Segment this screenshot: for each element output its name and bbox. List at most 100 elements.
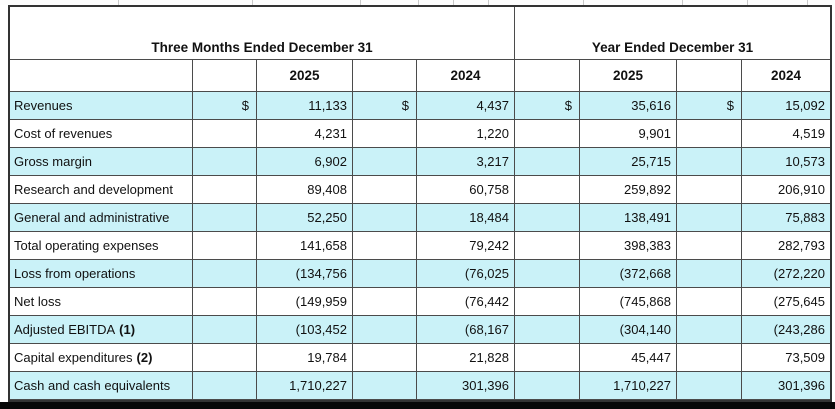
value-cell: (272,220 (742, 260, 830, 288)
dollar-cell (193, 176, 257, 204)
value-cell: 301,396 (742, 372, 830, 400)
dollar-cell (677, 120, 742, 148)
dollar-cell (677, 204, 742, 232)
dollar-sign: $ (726, 98, 734, 113)
dollar-cell (677, 260, 742, 288)
dollar-cell (353, 232, 417, 260)
dollar-cell (515, 372, 580, 400)
year-header-3mo-2025: 2025 (257, 60, 353, 92)
value-cell: 89,408 (257, 176, 353, 204)
dollar-cell (353, 344, 417, 372)
row-label-text: Adjusted EBITDA (14, 322, 116, 337)
row-label-text: Net loss (14, 294, 61, 309)
row-label-text: Cost of revenues (14, 126, 113, 141)
value-cell: (243,286 (742, 316, 830, 344)
dollar-cell (515, 288, 580, 316)
row-label-text: Capital expenditures (14, 350, 133, 365)
value-cell: 259,892 (580, 176, 677, 204)
value-cell: (304,140 (580, 316, 677, 344)
top-gridline-strip (0, 0, 835, 5)
value-cell: (275,645 (742, 288, 830, 316)
dollar-cell (677, 176, 742, 204)
dollar-cell (353, 148, 417, 176)
dollar-cell (515, 148, 580, 176)
value-cell: 19,784 (257, 344, 353, 372)
group-header-year: Year Ended December 31 (515, 7, 830, 60)
value-cell: 15,092 (742, 92, 830, 120)
dollar-cell (193, 260, 257, 288)
value-cell: 398,383 (580, 232, 677, 260)
dollar-cell (353, 288, 417, 316)
dollar-cell (193, 372, 257, 400)
dollar-cell (353, 204, 417, 232)
dollar-cell (677, 372, 742, 400)
value-cell: 60,758 (417, 176, 515, 204)
dollar-cell (515, 176, 580, 204)
value-cell: 10,573 (742, 148, 830, 176)
dollar-cell (677, 288, 742, 316)
value-cell: 52,250 (257, 204, 353, 232)
value-cell: 79,242 (417, 232, 515, 260)
dollar-cell (193, 120, 257, 148)
year-header-3mo-2024: 2024 (417, 60, 515, 92)
grid-tick (488, 0, 489, 5)
dollar-cell (677, 344, 742, 372)
row-label: Research and development (10, 176, 193, 204)
grid-tick (682, 0, 683, 5)
grid-tick (583, 0, 584, 5)
value-cell: (103,452 (257, 316, 353, 344)
grid-tick (252, 0, 253, 5)
dollar-cell: $ (677, 92, 742, 120)
value-cell: (76,442 (417, 288, 515, 316)
dollar-cell (193, 232, 257, 260)
row-label: General and administrative (10, 204, 193, 232)
row-label-text: Cash and cash equivalents (14, 378, 171, 393)
value-cell: 141,658 (257, 232, 353, 260)
grid-tick (747, 0, 748, 5)
value-cell: 1,710,227 (580, 372, 677, 400)
dollar-cell: $ (353, 92, 417, 120)
value-cell: 282,793 (742, 232, 830, 260)
dollar-cell: $ (193, 92, 257, 120)
dollar-cell (193, 204, 257, 232)
row-label: Adjusted EBITDA (1) (10, 316, 193, 344)
row-label: Gross margin (10, 148, 193, 176)
value-cell: 35,616 (580, 92, 677, 120)
bottom-letterbox-bar (0, 402, 835, 409)
value-cell: (68,167 (417, 316, 515, 344)
year-header-yr-2025: 2025 (580, 60, 677, 92)
dollar-sign: $ (241, 98, 249, 113)
dollar-cell (515, 316, 580, 344)
value-cell: 206,910 (742, 176, 830, 204)
value-cell: 21,828 (417, 344, 515, 372)
row-label: Revenues (10, 92, 193, 120)
dollar-cell (515, 204, 580, 232)
value-cell: 18,484 (417, 204, 515, 232)
value-cell: (149,959 (257, 288, 353, 316)
value-cell: (76,025 (417, 260, 515, 288)
value-cell: 73,509 (742, 344, 830, 372)
value-cell: (134,756 (257, 260, 353, 288)
dollar-cell (515, 120, 580, 148)
value-cell: 25,715 (580, 148, 677, 176)
value-cell: (745,868 (580, 288, 677, 316)
dollar-cell (193, 288, 257, 316)
dollar-cell (515, 232, 580, 260)
dollar-cell (193, 148, 257, 176)
value-cell: 75,883 (742, 204, 830, 232)
dollar-cell (353, 372, 417, 400)
grid-tick (418, 0, 419, 5)
value-cell: 9,901 (580, 120, 677, 148)
dollar-cell (193, 344, 257, 372)
empty-cell (10, 60, 193, 92)
row-label-text: General and administrative (14, 210, 170, 225)
dollar-cell (515, 344, 580, 372)
empty-cell (193, 60, 257, 92)
dollar-cell (677, 316, 742, 344)
dollar-sign: $ (564, 98, 572, 113)
empty-cell (677, 60, 742, 92)
value-cell: 11,133 (257, 92, 353, 120)
value-cell: 138,491 (580, 204, 677, 232)
dollar-cell: $ (515, 92, 580, 120)
row-label: Cash and cash equivalents (10, 372, 193, 400)
